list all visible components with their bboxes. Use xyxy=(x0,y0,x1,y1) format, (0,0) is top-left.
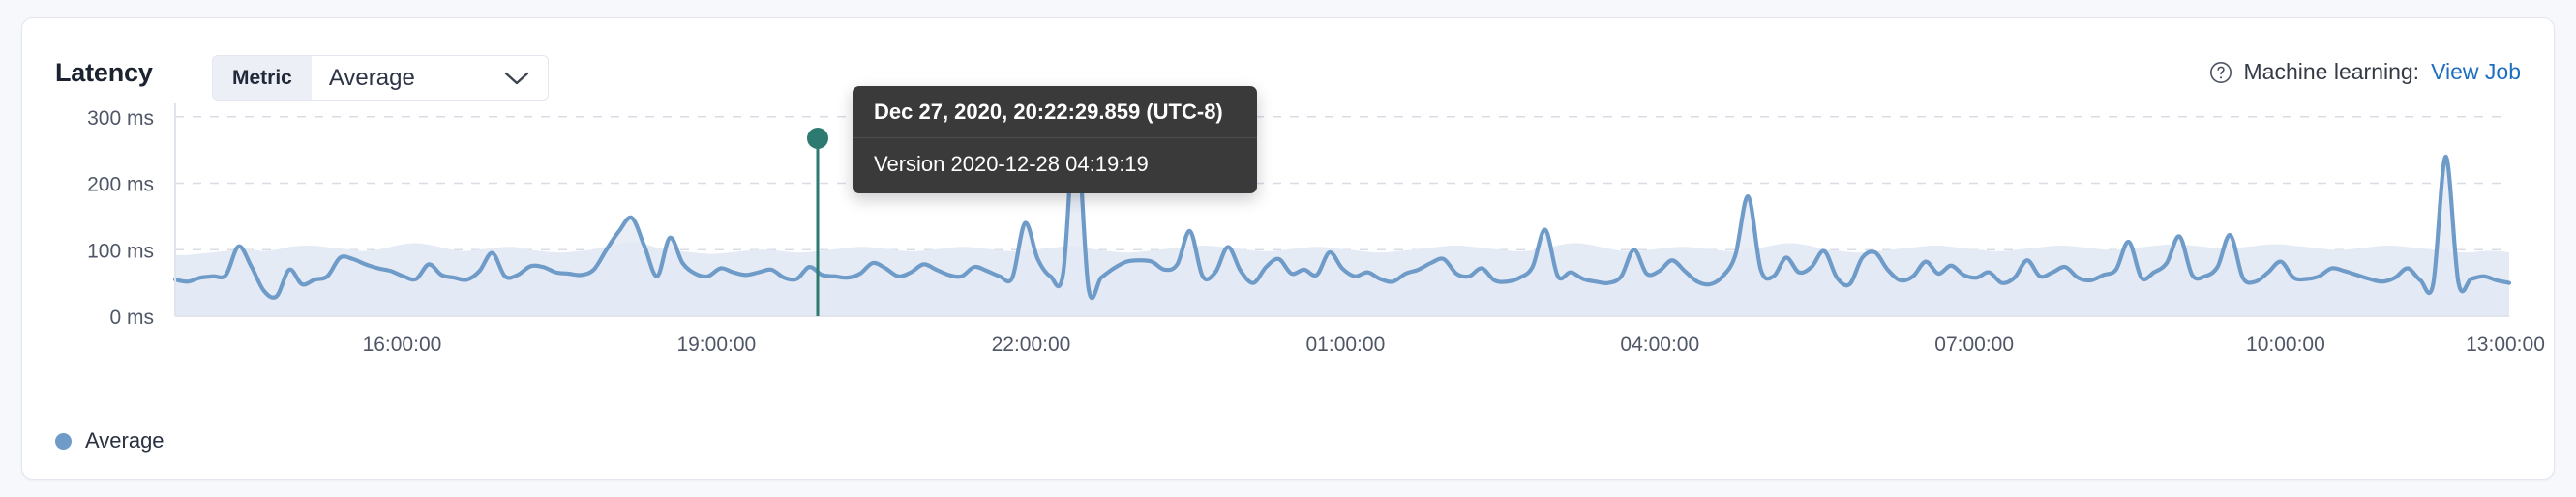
tooltip-title: Dec 27, 2020, 20:22:29.859 (UTC-8) xyxy=(853,86,1257,138)
legend-item-label: Average xyxy=(85,428,165,453)
metric-selector-value: Average xyxy=(328,64,415,91)
y-axis-tick-label: 200 ms xyxy=(87,174,154,196)
axis-lines xyxy=(174,103,2509,317)
metric-selector-label: Metric xyxy=(213,56,312,100)
machine-learning-text: Machine learning: xyxy=(2243,59,2420,84)
metric-selector[interactable]: Metric Average xyxy=(212,55,549,101)
page-title: Latency xyxy=(55,58,153,87)
x-axis-tick-label: 16:00:00 xyxy=(363,334,442,356)
x-axis-tick-label: 04:00:00 xyxy=(1620,334,1699,356)
chart-plot-area[interactable]: 0 ms 100 ms 200 ms 300 ms 16:00:00 19:00:00 2… xyxy=(22,103,2554,423)
series-line-average xyxy=(172,121,2512,300)
chevron-down-icon xyxy=(486,56,548,100)
y-axis-tick-label: 0 ms xyxy=(109,307,154,329)
y-axis-tick-labels: 0 ms 100 ms 200 ms 300 ms xyxy=(87,107,154,329)
machine-learning-info: Machine learning: View Job xyxy=(2209,59,2521,85)
chart-tooltip: Dec 27, 2020, 20:22:29.859 (UTC-8) Versi… xyxy=(853,86,1257,193)
x-axis-tick-label: 10:00:00 xyxy=(2246,334,2325,356)
card-header: Latency Metric Average Machine learning:… xyxy=(22,18,2554,103)
x-axis-tick-label: 13:00:00 xyxy=(2466,334,2545,356)
y-axis-tick-label: 100 ms xyxy=(87,240,154,262)
x-axis-tick-label: 01:00:00 xyxy=(1306,334,1386,356)
tooltip-body: Version 2020-12-28 04:19:19 xyxy=(874,152,1149,176)
x-axis-tick-labels: 16:00:00 19:00:00 22:00:00 01:00:00 04:00:00… xyxy=(363,334,2545,356)
y-axis-tick-label: 300 ms xyxy=(87,107,154,130)
x-axis-tick-label: 07:00:00 xyxy=(1934,334,2014,356)
legend-swatch-icon xyxy=(55,432,72,450)
x-axis-tick-label: 19:00:00 xyxy=(676,334,756,356)
legend-item-average[interactable]: Average xyxy=(55,428,165,453)
x-axis-tick-label: 22:00:00 xyxy=(992,334,1071,356)
latency-chart-card: Latency Metric Average Machine learning:… xyxy=(21,17,2555,480)
version-annotation-marker[interactable] xyxy=(807,128,828,316)
chart-legend: Average xyxy=(55,426,165,455)
question-circle-icon xyxy=(2209,61,2232,84)
series-area-fill xyxy=(175,123,2509,316)
latency-area-chart[interactable]: 0 ms 100 ms 200 ms 300 ms 16:00:00 19:00:00 2… xyxy=(22,103,2555,423)
view-job-link[interactable]: View Job xyxy=(2431,59,2521,84)
